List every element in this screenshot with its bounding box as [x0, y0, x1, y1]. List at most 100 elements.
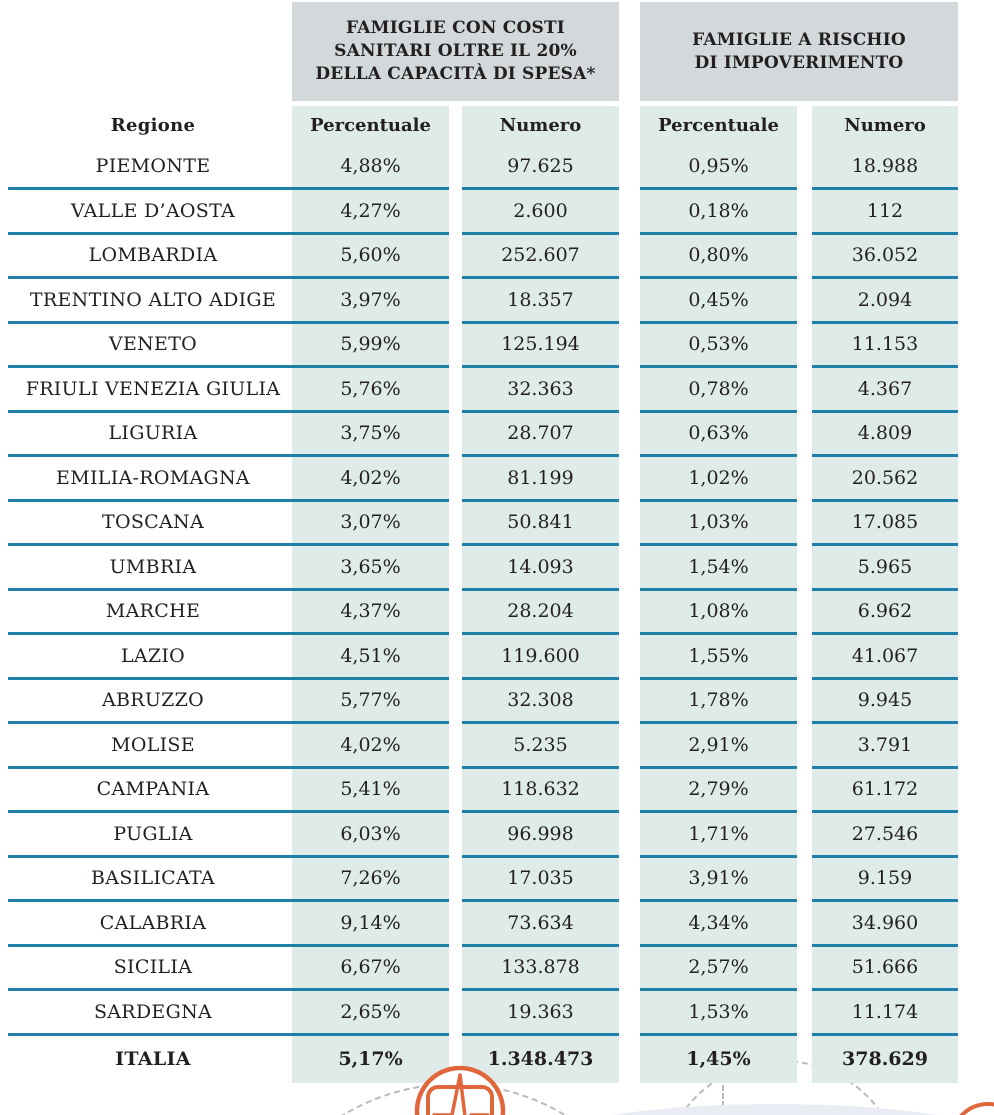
column-gap	[619, 106, 640, 146]
group-header-health-costs-label: FAMIGLIE CON COSTI SANITARI OLTRE IL 20%…	[315, 18, 596, 84]
group-header-health-costs: FAMIGLIE CON COSTI SANITARI OLTRE IL 20%…	[292, 2, 619, 101]
pct-costs-over-20-cell: 4,37%	[292, 590, 449, 635]
pct-costs-over-20-cell: 4,27%	[292, 190, 449, 235]
group-header-impoverishment-risk-label: FAMIGLIE A RISCHIO DI IMPOVERIMENTO	[692, 29, 906, 73]
num-impoverishment-risk-cell: 36.052	[812, 234, 958, 279]
num-costs-over-20-cell: 2.600	[462, 190, 619, 235]
pct-costs-over-20-cell: 3,07%	[292, 501, 449, 546]
pct-costs-over-20-cell: 9,14%	[292, 902, 449, 947]
column-gap	[619, 635, 640, 680]
column-gap	[797, 324, 812, 369]
column-gap	[619, 947, 640, 992]
region-name: SICILIA	[8, 947, 292, 991]
pct-costs-over-20-cell: 4,02%	[292, 457, 449, 502]
regions-data-table: Regione Percentuale Numero Percentuale N…	[0, 106, 958, 1083]
gray-blob-decoration	[540, 1104, 994, 1115]
pct-impoverishment-risk-cell: 0,45%	[640, 279, 797, 324]
pct-impoverishment-risk-cell: 1,54%	[640, 546, 797, 591]
table-row: PUGLIA 6,03% 96.998 1,71% 27.546	[0, 813, 958, 858]
table-row: PIEMONTE 4,88% 97.625 0,95% 18.988	[0, 145, 958, 191]
column-gap	[619, 457, 640, 502]
pct-costs-over-20-cell: 5,17%	[292, 1035, 449, 1083]
column-gap	[797, 279, 812, 324]
pct-costs-over-20-cell: 5,77%	[292, 679, 449, 724]
column-gap	[619, 1036, 640, 1084]
num-impoverishment-risk-cell: 20.562	[812, 457, 958, 502]
region-name: LOMBARDIA	[8, 235, 292, 279]
column-header-regione: Regione	[110, 115, 196, 137]
num-impoverishment-risk-cell: 17.085	[812, 501, 958, 546]
column-header-row: Regione Percentuale Numero Percentuale N…	[0, 106, 958, 146]
num-impoverishment-risk-cell: 34.960	[812, 902, 958, 947]
column-gap	[797, 413, 812, 458]
column-gap	[797, 991, 812, 1036]
region-name: FRIULI VENEZIA GIULIA	[8, 368, 292, 413]
column-gap	[449, 769, 462, 814]
table-row: SICILIA 6,67% 133.878 2,57% 51.666	[0, 946, 958, 992]
pct-costs-over-20-cell: 7,26%	[292, 857, 449, 902]
num-costs-over-20-cell: 81.199	[462, 457, 619, 502]
column-header-numero-costs: Numero	[462, 106, 619, 146]
num-costs-over-20-cell: 1.348.473	[462, 1035, 619, 1083]
column-gap	[449, 902, 462, 947]
table-row: EMILIA-ROMAGNA 4,02% 81.199 1,02% 20.562	[0, 457, 958, 502]
column-gap	[797, 1036, 812, 1084]
column-gap	[797, 947, 812, 992]
num-impoverishment-risk-cell: 112	[812, 190, 958, 235]
num-impoverishment-risk-cell: 27.546	[812, 813, 958, 858]
column-gap	[449, 813, 462, 858]
column-gap	[449, 591, 462, 636]
region-name: PIEMONTE	[8, 146, 292, 190]
num-costs-over-20-cell: 252.607	[462, 234, 619, 279]
column-gap	[619, 769, 640, 814]
region-name: CALABRIA	[8, 902, 292, 947]
column-gap	[797, 146, 812, 191]
num-costs-over-20-cell: 119.600	[462, 635, 619, 680]
group-header-impoverishment-risk: FAMIGLIE A RISCHIO DI IMPOVERIMENTO	[640, 2, 958, 101]
table-row: VENETO 5,99% 125.194 0,53% 11.153	[0, 323, 958, 369]
region-name: ABRUZZO	[8, 680, 292, 724]
column-gap	[797, 635, 812, 680]
num-costs-over-20-cell: 28.204	[462, 590, 619, 635]
column-gap	[449, 190, 462, 235]
table-row: ABRUZZO 5,77% 32.308 1,78% 9.945	[0, 679, 958, 724]
num-costs-over-20-cell: 14.093	[462, 546, 619, 591]
pct-impoverishment-risk-cell: 0,80%	[640, 234, 797, 279]
num-costs-over-20-cell: 97.625	[462, 145, 619, 190]
num-impoverishment-risk-cell: 2.094	[812, 279, 958, 324]
pct-impoverishment-risk-cell: 0,63%	[640, 412, 797, 457]
num-impoverishment-risk-cell: 9.945	[812, 679, 958, 724]
pct-impoverishment-risk-cell: 1,02%	[640, 457, 797, 502]
pct-impoverishment-risk-cell: 1,45%	[640, 1035, 797, 1083]
num-impoverishment-risk-cell: 3.791	[812, 724, 958, 769]
table-row: BASILICATA 7,26% 17.035 3,91% 9.159	[0, 857, 958, 902]
num-costs-over-20-cell: 118.632	[462, 768, 619, 813]
column-gap	[619, 368, 640, 413]
table-row: CAMPANIA 5,41% 118.632 2,79% 61.172	[0, 768, 958, 814]
column-gap	[449, 635, 462, 680]
column-gap	[619, 146, 640, 191]
column-gap	[619, 235, 640, 280]
num-impoverishment-risk-cell: 6.962	[812, 590, 958, 635]
column-gap	[619, 190, 640, 235]
column-gap	[449, 724, 462, 769]
column-header-percentuale-costs: Percentuale	[292, 106, 449, 146]
column-gap	[449, 279, 462, 324]
pct-costs-over-20-cell: 6,67%	[292, 946, 449, 991]
region-name: MOLISE	[8, 724, 292, 769]
pct-impoverishment-risk-cell: 0,53%	[640, 323, 797, 368]
column-gap	[449, 106, 462, 146]
column-gap	[797, 235, 812, 280]
pct-impoverishment-risk-cell: 4,34%	[640, 902, 797, 947]
table-row: CALABRIA 9,14% 73.634 4,34% 34.960	[0, 902, 958, 947]
num-costs-over-20-cell: 5.235	[462, 724, 619, 769]
pct-impoverishment-risk-cell: 1,08%	[640, 590, 797, 635]
column-gap	[449, 947, 462, 992]
column-gap	[619, 591, 640, 636]
column-gap	[797, 502, 812, 547]
pct-impoverishment-risk-cell: 0,78%	[640, 368, 797, 413]
column-gap	[619, 724, 640, 769]
num-impoverishment-risk-cell: 18.988	[812, 145, 958, 190]
pct-impoverishment-risk-cell: 1,55%	[640, 635, 797, 680]
pct-costs-over-20-cell: 3,97%	[292, 279, 449, 324]
